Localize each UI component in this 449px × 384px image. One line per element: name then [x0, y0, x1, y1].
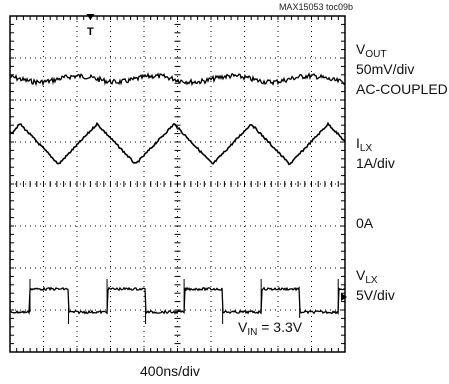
vin-subscript: IN [247, 327, 258, 338]
ilx-subscript: LX [359, 143, 373, 154]
vin-annotation: VIN = 3.3V [236, 318, 305, 342]
ilx-symbol: I [356, 135, 360, 151]
vin-value: = 3.3V [257, 319, 303, 335]
ilx-trace [9, 121, 346, 166]
vlx-trace [9, 286, 346, 316]
vout-trace [9, 72, 346, 87]
ilx-label: ILX [356, 134, 372, 158]
vout-subscript: OUT [365, 49, 387, 60]
ilx-scale: 1A/div [356, 155, 395, 171]
vlx-label: VLX [356, 266, 378, 290]
trigger-marker-label: T [87, 26, 94, 38]
zero-amp-label: 0A [356, 215, 374, 231]
vlx-symbol: V [356, 267, 366, 283]
x-axis-label: 400ns/div [140, 363, 200, 379]
vin-prefix: V [238, 319, 248, 335]
vout-coupling: AC-COUPLED [356, 81, 448, 97]
ground-marker-icon [341, 293, 347, 301]
vout-symbol: V [356, 41, 366, 57]
trigger-arrow-icon [86, 14, 95, 20]
vout-scale: 50mV/div [356, 61, 415, 77]
vlx-subscript: LX [365, 275, 378, 286]
vout-label: VOUT [356, 40, 386, 64]
vlx-scale: 5V/div [356, 287, 395, 303]
figure-id: MAX15053 toc09b [278, 2, 353, 12]
